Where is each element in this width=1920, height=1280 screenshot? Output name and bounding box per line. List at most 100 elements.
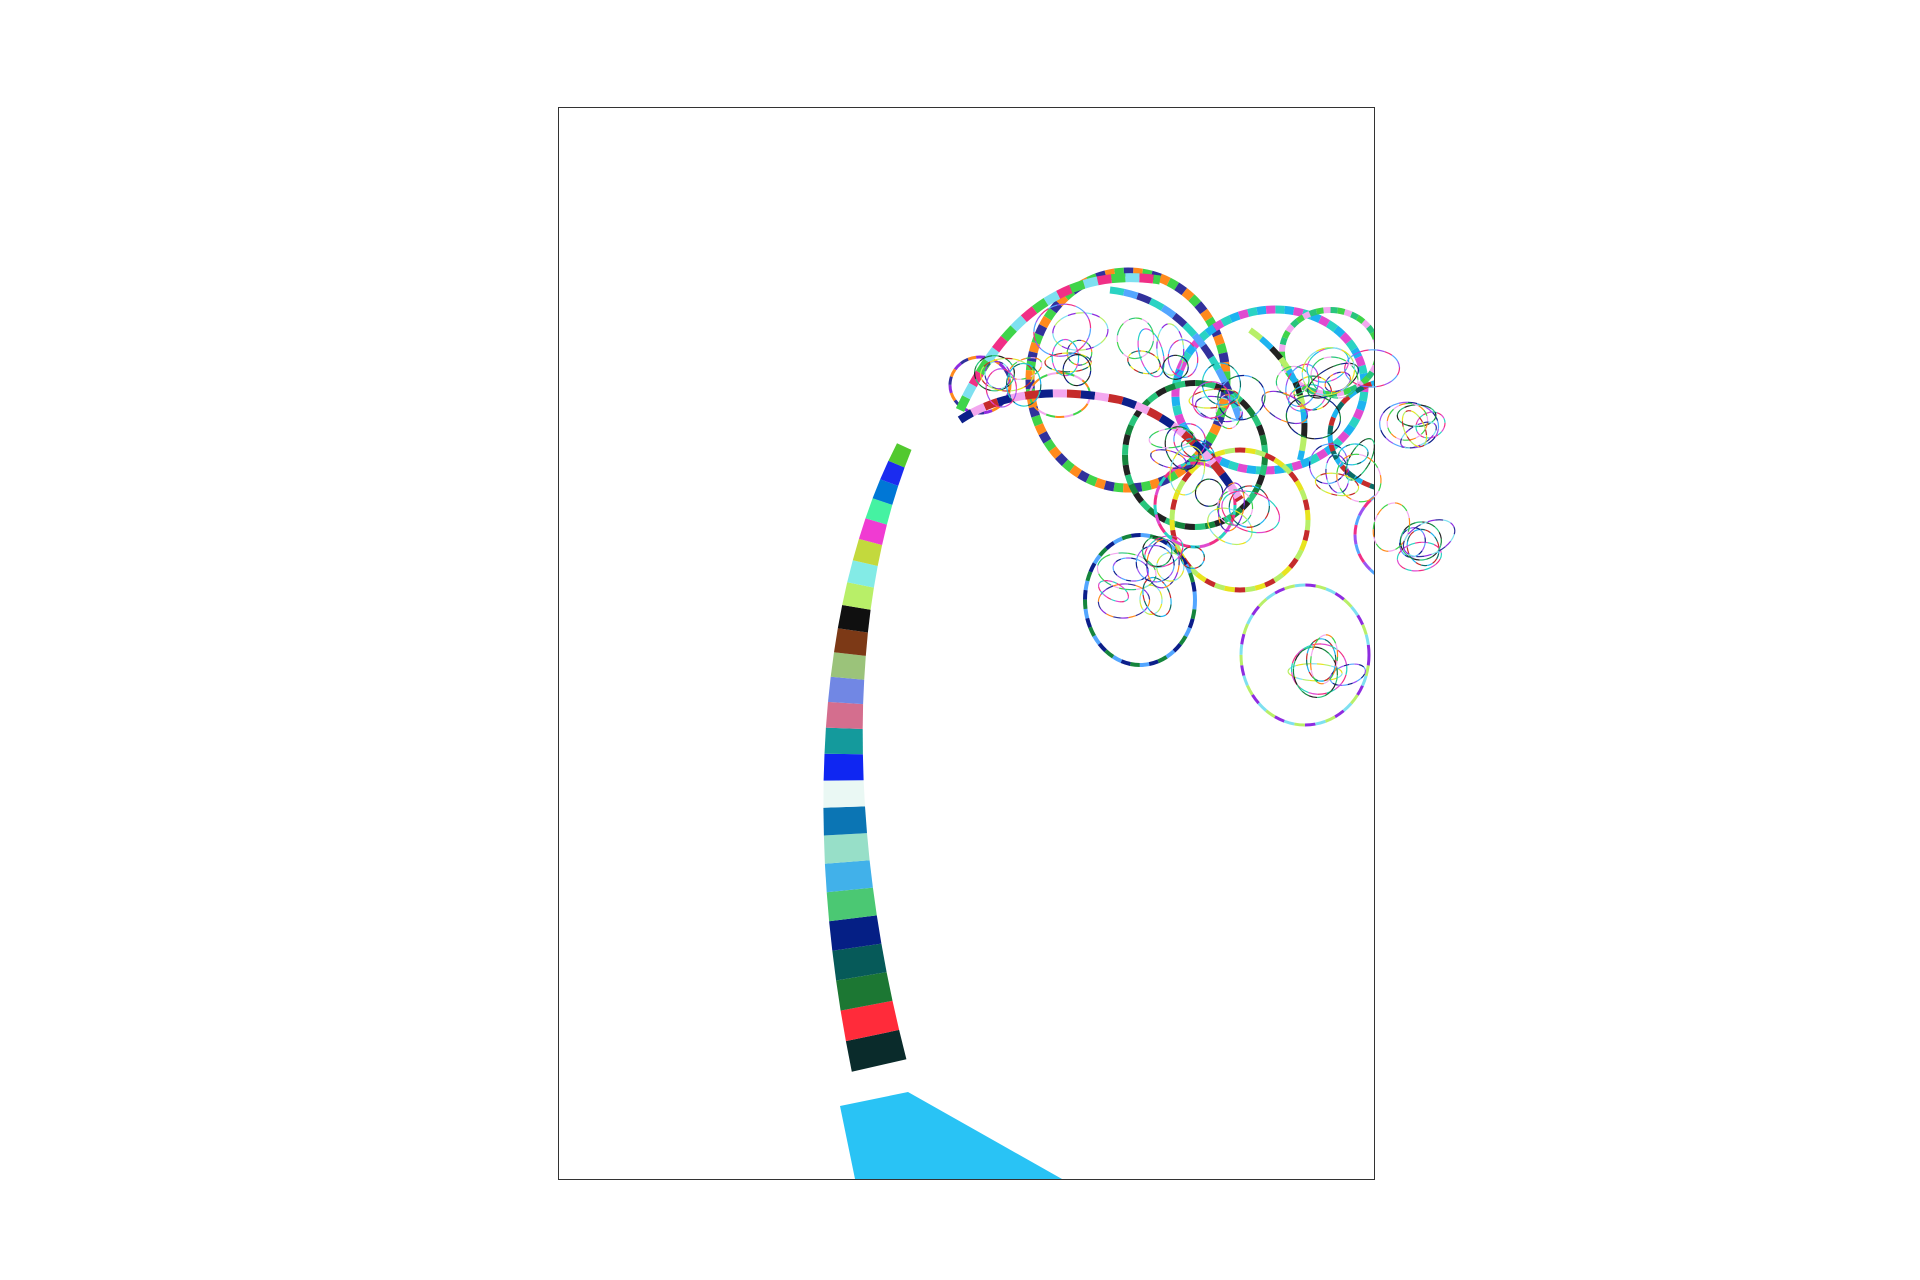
fine-loop xyxy=(1306,347,1350,383)
trunk-segment xyxy=(824,860,873,893)
branch-loop xyxy=(1279,307,1374,397)
branch-arc xyxy=(955,273,1161,412)
fine-loop xyxy=(1329,663,1367,686)
branch-arc xyxy=(955,273,1161,412)
trunk-segment xyxy=(828,676,865,705)
fine-loop xyxy=(1406,528,1440,567)
branch-loop xyxy=(1169,447,1311,593)
fine-loop xyxy=(1194,478,1224,507)
fine-loop xyxy=(1217,482,1245,532)
fine-loop xyxy=(1306,347,1350,383)
fine-loop xyxy=(1275,365,1310,397)
fine-loop xyxy=(1096,552,1157,591)
fine-loop xyxy=(1066,339,1093,366)
fine-loop xyxy=(1310,634,1339,685)
fine-loop xyxy=(1112,557,1150,582)
fine-loop xyxy=(1261,390,1309,425)
branch-loop xyxy=(1279,307,1374,397)
fine-loop xyxy=(1344,438,1376,481)
fine-loop xyxy=(1180,438,1215,462)
trunk-segment xyxy=(837,605,871,633)
fine-loop xyxy=(1314,472,1360,497)
fine-loop xyxy=(1127,350,1161,375)
fine-loop xyxy=(1415,411,1446,439)
fine-loop xyxy=(984,360,1011,390)
fine-loop xyxy=(1207,507,1253,546)
fine-loop xyxy=(1379,401,1440,449)
fine-loop xyxy=(1167,339,1199,379)
fine-loop xyxy=(1051,338,1080,377)
fine-loop xyxy=(1156,323,1185,376)
fine-loop xyxy=(1167,339,1199,379)
fine-loop xyxy=(1344,438,1376,481)
fine-loop xyxy=(1217,374,1266,421)
branch-loop xyxy=(1239,583,1371,727)
trunk-segment xyxy=(825,701,864,729)
fine-loop xyxy=(1162,354,1189,380)
fine-loop xyxy=(1336,453,1382,503)
fine-loop xyxy=(1207,507,1253,546)
fine-loop xyxy=(1139,584,1163,615)
fine-loop xyxy=(1301,347,1356,396)
fine-loop xyxy=(984,360,1011,390)
trunk-segment xyxy=(880,460,905,486)
fine-loop xyxy=(1188,388,1240,409)
fine-loop xyxy=(1399,521,1442,561)
fine-loop xyxy=(1195,395,1243,423)
fine-loop xyxy=(1396,404,1437,428)
trunk-segment xyxy=(823,806,867,836)
fine-loop xyxy=(1195,395,1243,423)
fine-loop xyxy=(1396,541,1443,572)
fine-loop xyxy=(1137,328,1165,378)
fine-loop xyxy=(1305,638,1337,682)
fine-loop xyxy=(1044,352,1092,373)
branch-arc xyxy=(957,389,1244,503)
branch-loop xyxy=(948,355,1012,415)
fine-loop xyxy=(1112,557,1150,582)
fine-loop xyxy=(1402,519,1456,558)
fine-loop xyxy=(1188,388,1240,409)
branch-loop xyxy=(1353,495,1374,575)
fine-loop xyxy=(1337,443,1369,466)
trunk-segment xyxy=(872,479,899,505)
fine-loop xyxy=(1293,375,1333,411)
fine-loop xyxy=(1228,485,1270,528)
fine-loop xyxy=(1169,445,1206,496)
branch-arc xyxy=(957,389,1244,503)
fine-loop xyxy=(1169,445,1206,496)
fine-loop xyxy=(1156,323,1185,376)
fine-loop xyxy=(1344,349,1401,388)
fine-loop xyxy=(1033,303,1092,357)
fine-loop xyxy=(1051,338,1080,377)
trunk-segment xyxy=(888,443,912,468)
fine-loop xyxy=(1386,402,1429,441)
branch-arc xyxy=(1109,286,1244,422)
fine-loop xyxy=(1141,536,1173,568)
fine-loop xyxy=(1033,303,1092,357)
fine-loop xyxy=(1285,363,1320,407)
fine-loop xyxy=(1314,472,1360,497)
fine-loop xyxy=(1308,443,1349,485)
fine-loop xyxy=(1097,583,1151,619)
fine-loop xyxy=(1201,362,1242,406)
fine-loop xyxy=(1116,317,1155,360)
fine-loop xyxy=(1215,394,1242,430)
fine-loop xyxy=(1116,317,1155,360)
fine-loop xyxy=(1336,453,1382,503)
fine-loop xyxy=(1150,449,1187,469)
fine-loop xyxy=(1217,482,1245,532)
fine-loops xyxy=(974,303,1456,699)
fine-loop xyxy=(1116,317,1155,360)
fine-loop xyxy=(1337,443,1369,466)
branch-arc xyxy=(957,389,1244,503)
fine-loop xyxy=(1112,557,1150,582)
fine-loop xyxy=(1142,576,1172,618)
branch-loop xyxy=(1239,583,1371,727)
trunk-segment xyxy=(845,1029,907,1072)
fine-loop xyxy=(1228,485,1270,528)
fine-loop xyxy=(1287,663,1343,682)
fine-loop xyxy=(1052,312,1109,351)
fine-loop xyxy=(1141,536,1173,568)
fine-loop xyxy=(1406,528,1440,567)
fine-loop xyxy=(1164,426,1200,471)
